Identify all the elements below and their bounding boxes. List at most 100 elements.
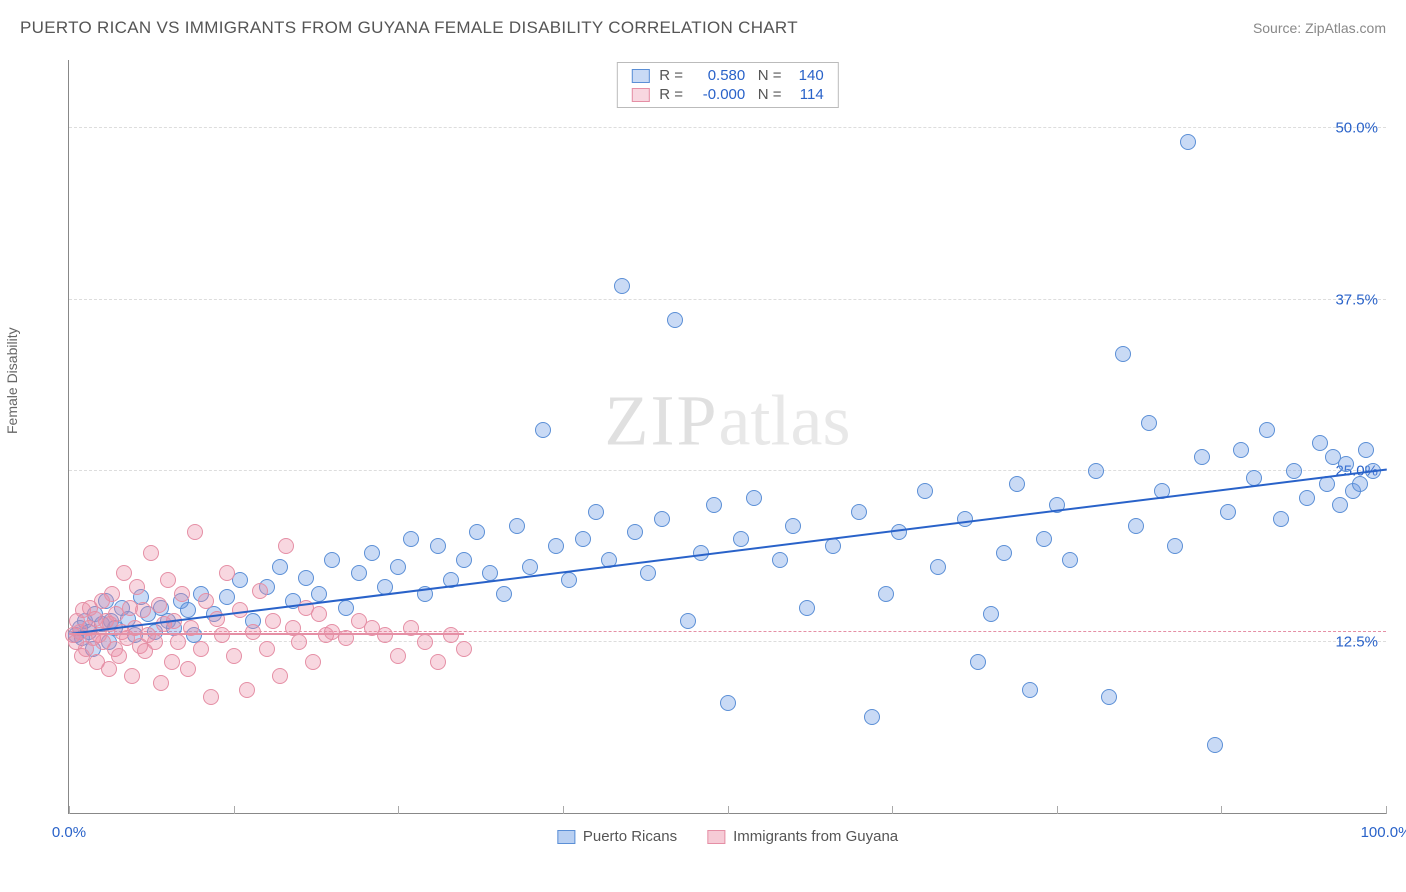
- scatter-point: [1101, 689, 1117, 705]
- scatter-point: [443, 627, 459, 643]
- x-tick-label: 100.0%: [1361, 824, 1406, 841]
- scatter-point: [772, 552, 788, 568]
- scatter-point: [496, 586, 512, 602]
- scatter-point: [305, 654, 321, 670]
- scatter-point: [1009, 476, 1025, 492]
- legend-label: Immigrants from Guyana: [733, 828, 898, 845]
- scatter-point: [390, 559, 406, 575]
- scatter-point: [456, 641, 472, 657]
- scatter-point: [311, 586, 327, 602]
- scatter-point: [799, 600, 815, 616]
- scatter-point: [1358, 442, 1374, 458]
- source-label: Source: ZipAtlas.com: [1253, 20, 1386, 36]
- x-tick-mark: [892, 806, 893, 814]
- scatter-point: [1128, 518, 1144, 534]
- scatter-point: [1259, 422, 1275, 438]
- scatter-point: [180, 602, 196, 618]
- stats-text: R = -0.000 N = 114: [659, 86, 823, 103]
- scatter-point: [917, 483, 933, 499]
- scatter-point: [522, 559, 538, 575]
- watermark-zip: ZIP: [605, 381, 719, 461]
- scatter-point: [278, 538, 294, 554]
- scatter-point: [311, 606, 327, 622]
- scatter-point: [324, 552, 340, 568]
- scatter-point: [864, 709, 880, 725]
- gridline-horizontal: [69, 127, 1386, 128]
- scatter-point: [1180, 134, 1196, 150]
- stats-row: R = 0.580 N = 140: [617, 66, 837, 85]
- scatter-point: [298, 570, 314, 586]
- legend-swatch: [631, 88, 649, 102]
- watermark: ZIPatlas: [605, 380, 851, 463]
- gridline-horizontal: [69, 299, 1386, 300]
- scatter-point: [198, 593, 214, 609]
- scatter-point: [1273, 511, 1289, 527]
- scatter-point: [430, 654, 446, 670]
- scatter-point: [180, 661, 196, 677]
- scatter-point: [720, 695, 736, 711]
- scatter-point: [851, 504, 867, 520]
- scatter-point: [417, 634, 433, 650]
- scatter-point: [640, 565, 656, 581]
- scatter-point: [291, 634, 307, 650]
- scatter-point: [1088, 463, 1104, 479]
- scatter-point: [135, 602, 151, 618]
- plot-area: ZIPatlas R = 0.580 N = 140 R = -0.000 N =…: [68, 60, 1386, 814]
- scatter-point: [1220, 504, 1236, 520]
- scatter-point: [1194, 449, 1210, 465]
- scatter-point: [226, 648, 242, 664]
- scatter-point: [1022, 682, 1038, 698]
- x-tick-label: 0.0%: [52, 824, 86, 841]
- scatter-point: [129, 579, 145, 595]
- scatter-point: [124, 668, 140, 684]
- legend-item: Immigrants from Guyana: [707, 828, 898, 845]
- x-tick-mark: [398, 806, 399, 814]
- scatter-point: [1286, 463, 1302, 479]
- legend-swatch: [557, 830, 575, 844]
- scatter-point: [265, 613, 281, 629]
- x-tick-mark: [1386, 806, 1387, 814]
- scatter-point: [1299, 490, 1315, 506]
- stats-text: R = 0.580 N = 140: [659, 67, 823, 84]
- scatter-point: [1141, 415, 1157, 431]
- scatter-point: [509, 518, 525, 534]
- stats-legend-box: R = 0.580 N = 140 R = -0.000 N = 114: [616, 62, 838, 108]
- scatter-point: [1115, 346, 1131, 362]
- scatter-point: [111, 648, 127, 664]
- watermark-atlas: atlas: [719, 381, 851, 461]
- scatter-point: [403, 531, 419, 547]
- scatter-point: [351, 565, 367, 581]
- scatter-point: [151, 597, 167, 613]
- scatter-point: [164, 654, 180, 670]
- scatter-point: [627, 524, 643, 540]
- series-legend: Puerto RicansImmigrants from Guyana: [557, 828, 898, 845]
- scatter-point: [456, 552, 472, 568]
- stats-row: R = -0.000 N = 114: [617, 85, 837, 104]
- gridline-horizontal: [69, 470, 1386, 471]
- scatter-point: [983, 606, 999, 622]
- scatter-point: [614, 278, 630, 294]
- scatter-point: [733, 531, 749, 547]
- scatter-point: [272, 668, 288, 684]
- scatter-point: [996, 545, 1012, 561]
- scatter-point: [680, 613, 696, 629]
- scatter-point: [1062, 552, 1078, 568]
- scatter-point: [706, 497, 722, 513]
- x-tick-mark: [234, 806, 235, 814]
- x-tick-mark: [1221, 806, 1222, 814]
- scatter-point: [259, 641, 275, 657]
- scatter-point: [1207, 737, 1223, 753]
- y-tick-label: 37.5%: [1335, 291, 1378, 308]
- scatter-point: [469, 524, 485, 540]
- x-tick-mark: [69, 806, 70, 814]
- scatter-point: [1167, 538, 1183, 554]
- scatter-point: [101, 661, 117, 677]
- scatter-point: [1036, 531, 1052, 547]
- scatter-point: [535, 422, 551, 438]
- y-tick-label: 50.0%: [1335, 120, 1378, 137]
- scatter-point: [252, 583, 268, 599]
- scatter-point: [272, 559, 288, 575]
- chart-header: PUERTO RICAN VS IMMIGRANTS FROM GUYANA F…: [20, 18, 1386, 38]
- scatter-point: [174, 586, 190, 602]
- scatter-point: [187, 524, 203, 540]
